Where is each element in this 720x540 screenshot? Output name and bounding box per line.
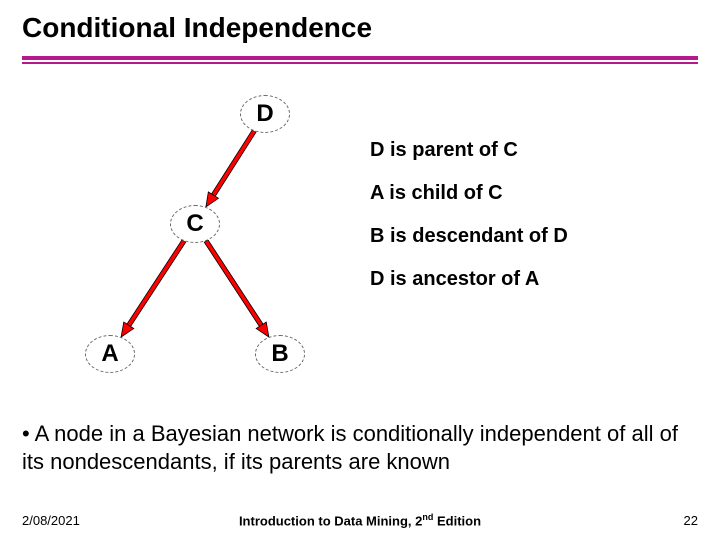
node-a: A [85, 335, 135, 373]
relation-item: D is parent of C [370, 140, 568, 161]
edge-body [127, 240, 186, 327]
footer-title: Introduction to Data Mining, 2nd Edition [0, 512, 720, 528]
tree-edges [40, 85, 680, 405]
node-b: B [255, 335, 305, 373]
relation-item: D is ancestor of A [370, 269, 568, 290]
edge-body [212, 130, 256, 196]
divider-bottom [22, 62, 698, 64]
footer-center-suffix: Edition [433, 513, 481, 528]
footer-center-sup: nd [422, 512, 433, 522]
divider-top [22, 56, 698, 60]
bullet-point: • A node in a Bayesian network is condit… [22, 420, 698, 475]
edge-body [204, 240, 263, 327]
footer-page-number: 22 [684, 513, 698, 528]
slide-title: Conditional Independence [22, 12, 372, 44]
node-c: C [170, 205, 220, 243]
node-d: D [240, 95, 290, 133]
relations-list: D is parent of C A is child of C B is de… [370, 140, 568, 312]
tree-diagram: D is parent of C A is child of C B is de… [40, 85, 680, 405]
footer-center-prefix: Introduction to Data Mining, 2 [239, 513, 422, 528]
relation-item: A is child of C [370, 183, 568, 204]
relation-item: B is descendant of D [370, 226, 568, 247]
bullet-text: A node in a Bayesian network is conditio… [22, 421, 678, 474]
